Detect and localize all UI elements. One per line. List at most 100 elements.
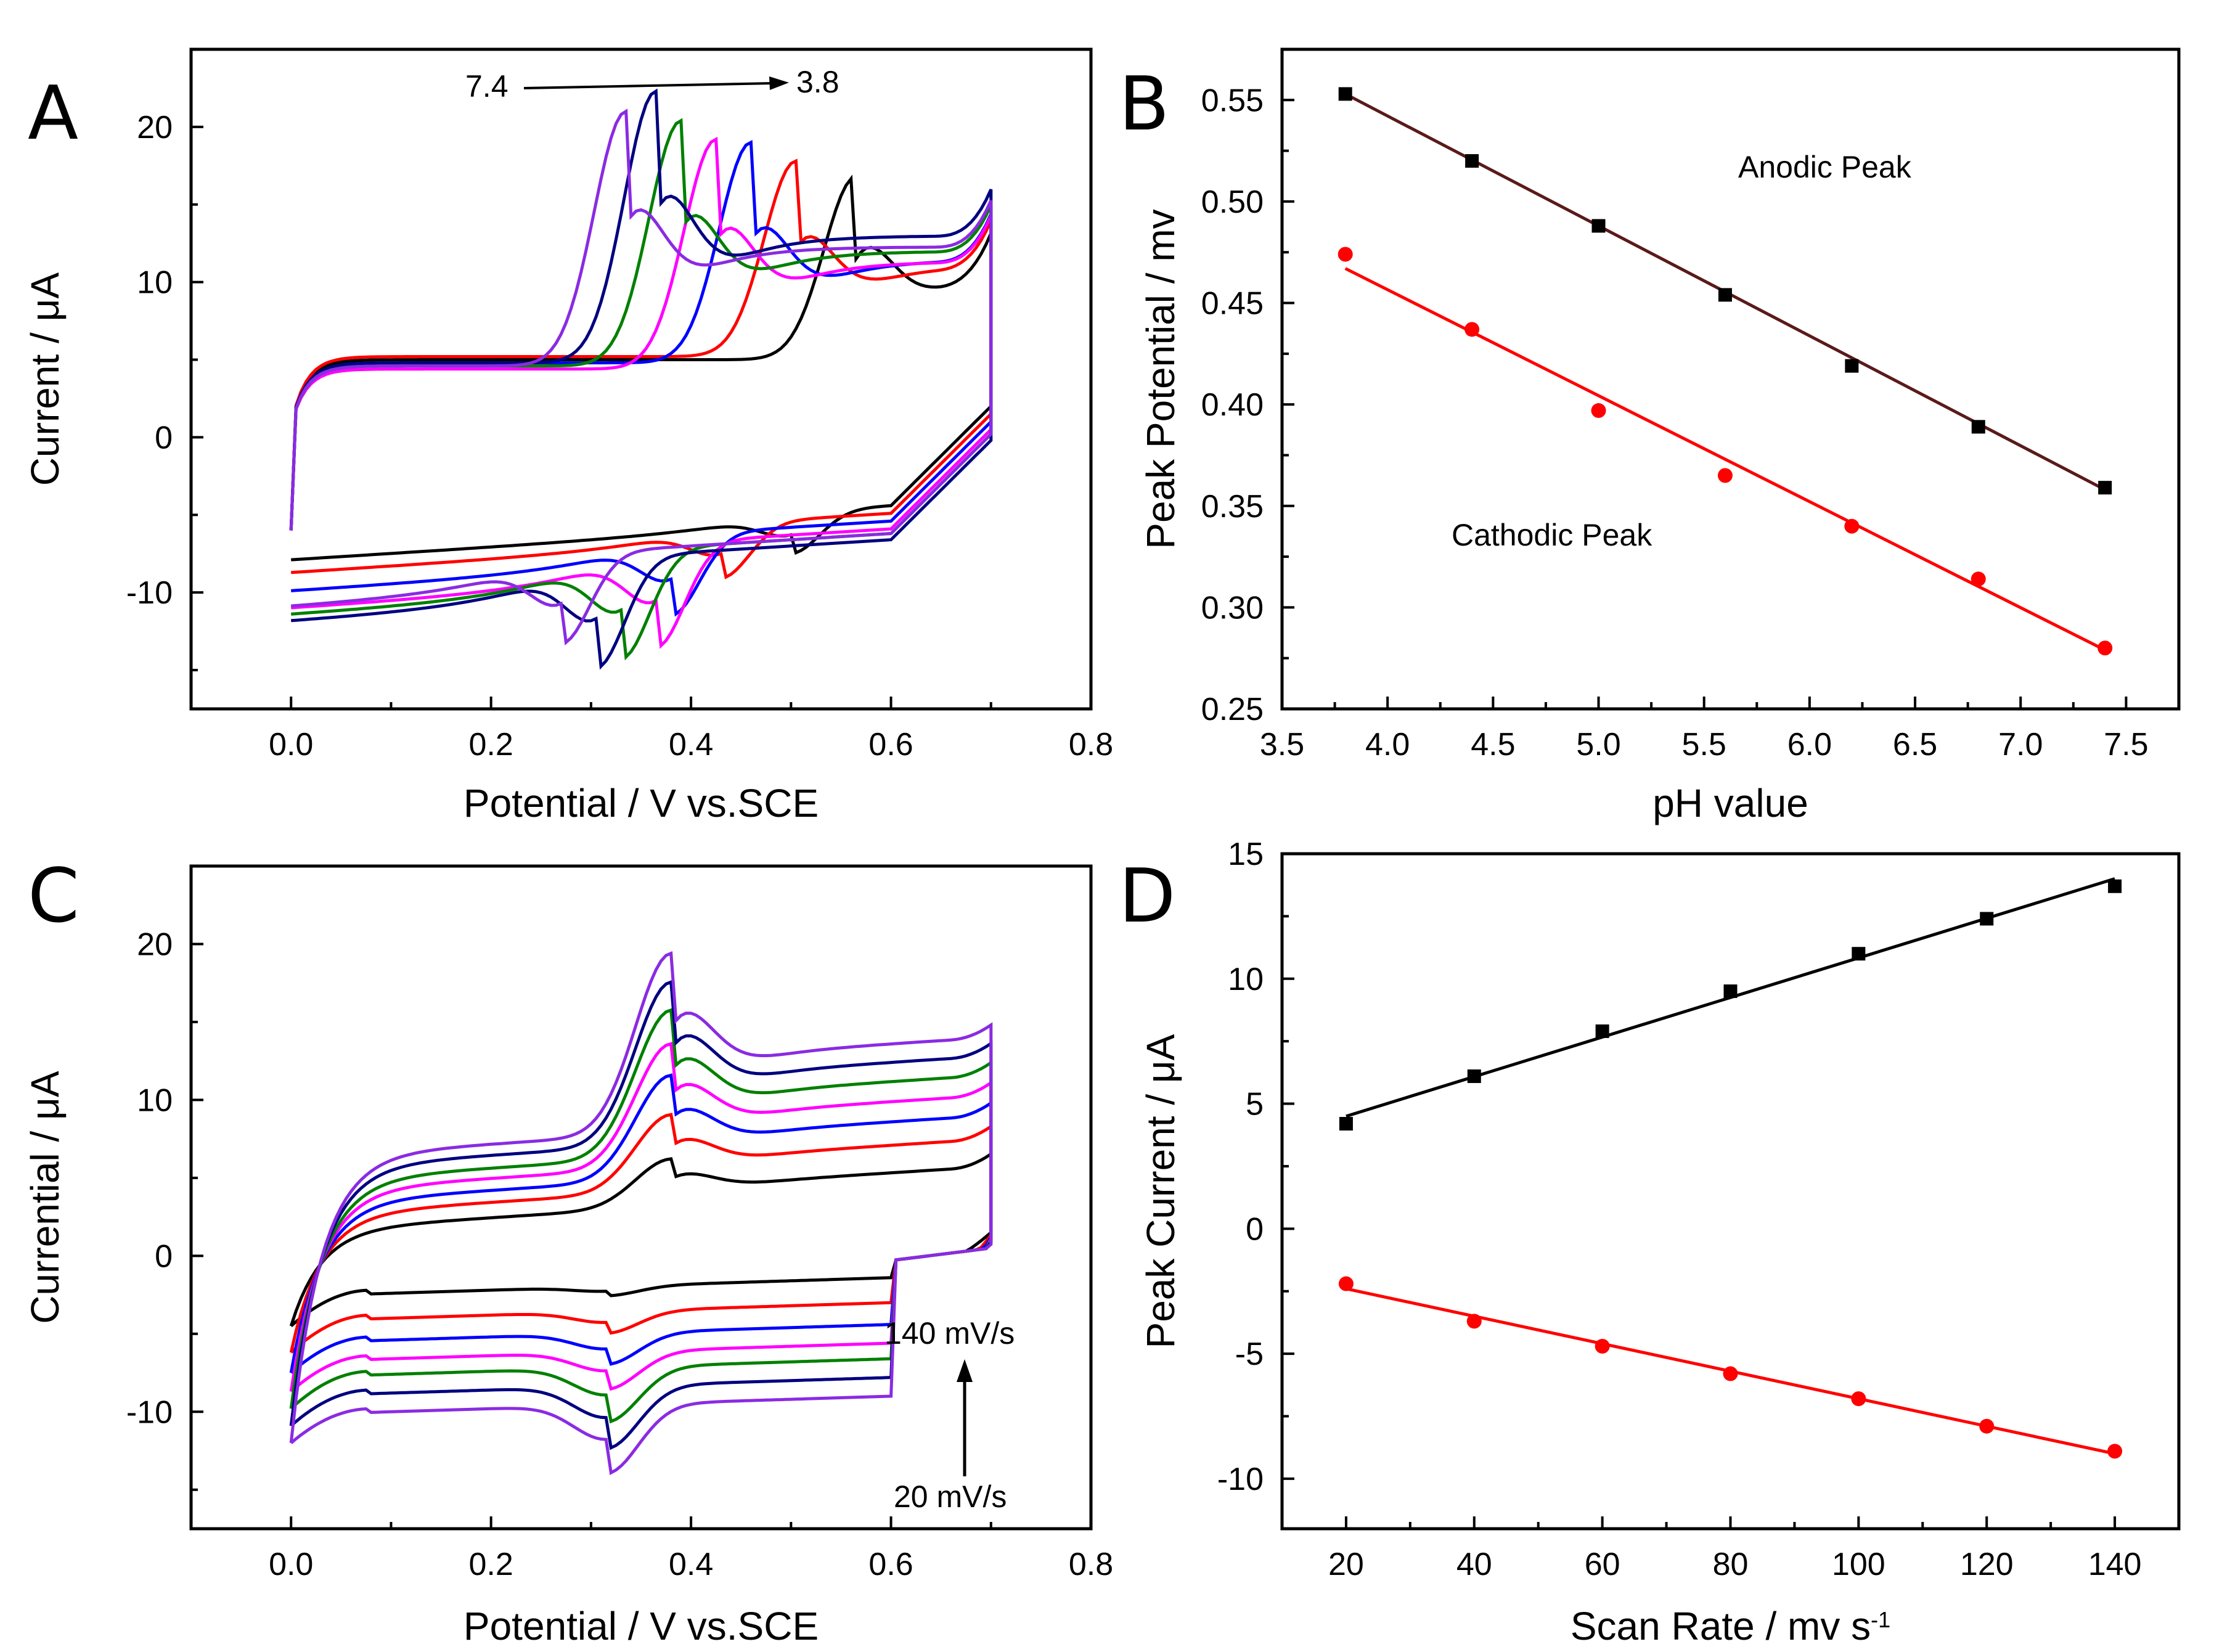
plot-frame [189, 47, 1093, 711]
data-point-anodic [1338, 87, 1352, 101]
anodic-peak-label: Anodic Peak [1738, 150, 1912, 184]
y-tick-label: -10 [126, 575, 173, 611]
plot-frame [1280, 47, 2181, 711]
x-tick-label: 4.0 [1365, 727, 1410, 763]
x-tick-label: 6.0 [1787, 727, 1832, 763]
panel-a-annotation: 7.4 3.8 [465, 65, 839, 104]
x-tick-label: 5.5 [1682, 727, 1726, 763]
data-point-anodic [1718, 288, 1732, 302]
y-tick-label: 0.25 [1201, 692, 1264, 727]
data-point-anodic [2098, 481, 2112, 495]
data-point-anodic [1845, 359, 1859, 373]
data-point-anodic [1339, 1117, 1353, 1131]
annotation-top-label: 140 mV/s [884, 1316, 1015, 1351]
x-tick-label: 0.4 [669, 1547, 713, 1582]
y-tick-label: 0 [1246, 1211, 1264, 1247]
x-tick-label: 3.5 [1260, 727, 1304, 763]
fit-line-cathodic [1344, 267, 2106, 652]
x-axis-label: Potential / V vs.SCE [464, 781, 819, 825]
y-tick-label: 0.50 [1201, 184, 1264, 220]
cathodic-peak-label: Cathodic Peak [1452, 518, 1652, 552]
data-point-cathodic [2107, 1444, 2123, 1459]
data-point-anodic [1852, 947, 1866, 961]
x-axis-label: pH value [1652, 781, 1808, 825]
cv-curve-ph-5.0 [289, 118, 993, 661]
data-point-anodic [2108, 879, 2122, 893]
y-tick-label: 10 [137, 1082, 173, 1118]
y-tick-label: 5 [1246, 1087, 1264, 1122]
x-tick-label: 20 [1328, 1547, 1364, 1582]
y-tick-label: 0 [155, 420, 173, 456]
panel-label-d: D [1119, 854, 1175, 939]
y-tick-label: 20 [137, 110, 173, 145]
x-tick-label: 5.0 [1576, 727, 1620, 763]
x-tick-label: 0.0 [269, 727, 313, 763]
panel-c-annotation: 140 mV/s 20 mV/s [884, 1316, 1015, 1514]
panel-d-chart: 20 40 60 80 100 120 140 -10 -5 0 5 10 15 Scan Rate / … [1138, 836, 2181, 1648]
panel-b-chart: 3.5 4.0 4.5 5.0 5.5 6.0 6.5 7.0 7.5 0.25 0.30 0.35 0… [1138, 47, 2181, 825]
x-tick-label: 0.2 [469, 1547, 513, 1582]
data-point-cathodic [1464, 322, 1480, 337]
y-axis-label: Current / μA [23, 272, 67, 486]
y-tick-label: 0.35 [1201, 489, 1264, 525]
x-tick-label: 40 [1456, 1547, 1492, 1582]
annotation-from-label: 7.4 [465, 69, 509, 104]
data-point-cathodic [1338, 247, 1353, 262]
data-point-cathodic [1979, 1418, 1995, 1434]
panel-c-chart: 0.0 0.2 0.4 0.6 0.8 -10 0 10 20 Potential / V vs.… [23, 864, 1113, 1648]
cv-curve-140-mv-per-s [289, 951, 993, 1475]
data-point-cathodic [1717, 468, 1733, 483]
y-tick-label: 0.55 [1201, 83, 1264, 118]
data-point-anodic [1595, 1024, 1609, 1038]
data-point-anodic [1980, 912, 1994, 926]
data-point-anodic [1971, 420, 1985, 434]
x-tick-label: 6.5 [1893, 727, 1937, 763]
y-tick-label: -10 [126, 1394, 173, 1430]
x-tick-label: 4.5 [1471, 727, 1515, 763]
data-point-anodic [1591, 219, 1606, 233]
data-point-cathodic [1591, 403, 1606, 419]
x-tick-label: 80 [1713, 1547, 1749, 1582]
annotation-arrow-head [957, 1359, 973, 1382]
data-point-cathodic [1844, 518, 1860, 534]
y-tick-label: 0.45 [1201, 286, 1264, 322]
annotation-to-label: 3.8 [796, 65, 839, 99]
x-tick-label: 7.0 [1998, 727, 2043, 763]
y-tick-label: 0 [155, 1238, 173, 1274]
x-tick-label: 100 [1832, 1547, 1885, 1582]
y-axis-label: Currential / μA [23, 1071, 67, 1324]
y-tick-label: 10 [1228, 962, 1264, 997]
y-axis-label: Peak Current / μA [1138, 1034, 1183, 1348]
x-axis-label: Scan Rate / mv s-1 [1571, 1604, 1890, 1648]
x-tick-label: 0.2 [469, 727, 513, 763]
data-point-anodic [1723, 984, 1738, 999]
x-tick-label: 0.4 [669, 727, 713, 763]
data-point-cathodic [1595, 1338, 1610, 1354]
panel-a-chart: 0.0 0.2 0.4 0.6 0.8 -10 0 10 20 Potential / V vs.… [23, 47, 1113, 825]
plot-frame [1280, 852, 2181, 1531]
panel-label-c: C [28, 854, 80, 939]
data-point-cathodic [1971, 571, 1986, 587]
x-tick-label: 60 [1585, 1547, 1620, 1582]
data-point-cathodic [2097, 640, 2113, 656]
annotation-arrow-line [523, 82, 774, 89]
y-tick-label: 0.30 [1201, 590, 1264, 626]
cv-curve-ph-4.4 [289, 88, 993, 670]
y-tick-label: 0.40 [1201, 387, 1264, 423]
data-point-cathodic [1338, 1276, 1354, 1291]
data-point-cathodic [1466, 1314, 1482, 1329]
x-tick-label: 0.6 [868, 727, 913, 763]
x-tick-label: 0.6 [868, 1547, 913, 1582]
x-axis-label: Potential / V vs.SCE [464, 1604, 819, 1648]
annotation-bottom-label: 20 mV/s [894, 1479, 1007, 1514]
x-tick-label: 140 [2088, 1547, 2142, 1582]
cv-curve-120-mv-per-s [289, 979, 993, 1450]
x-tick-label: 120 [1960, 1547, 2014, 1582]
cv-curve-ph-5.6 [289, 136, 993, 649]
y-tick-label: 10 [137, 265, 173, 301]
data-point-anodic [1465, 154, 1479, 168]
annotation-arrow-head [769, 76, 789, 90]
x-tick-label: 7.5 [2104, 727, 2148, 763]
data-point-cathodic [1851, 1391, 1866, 1407]
data-point-anodic [1467, 1069, 1481, 1083]
